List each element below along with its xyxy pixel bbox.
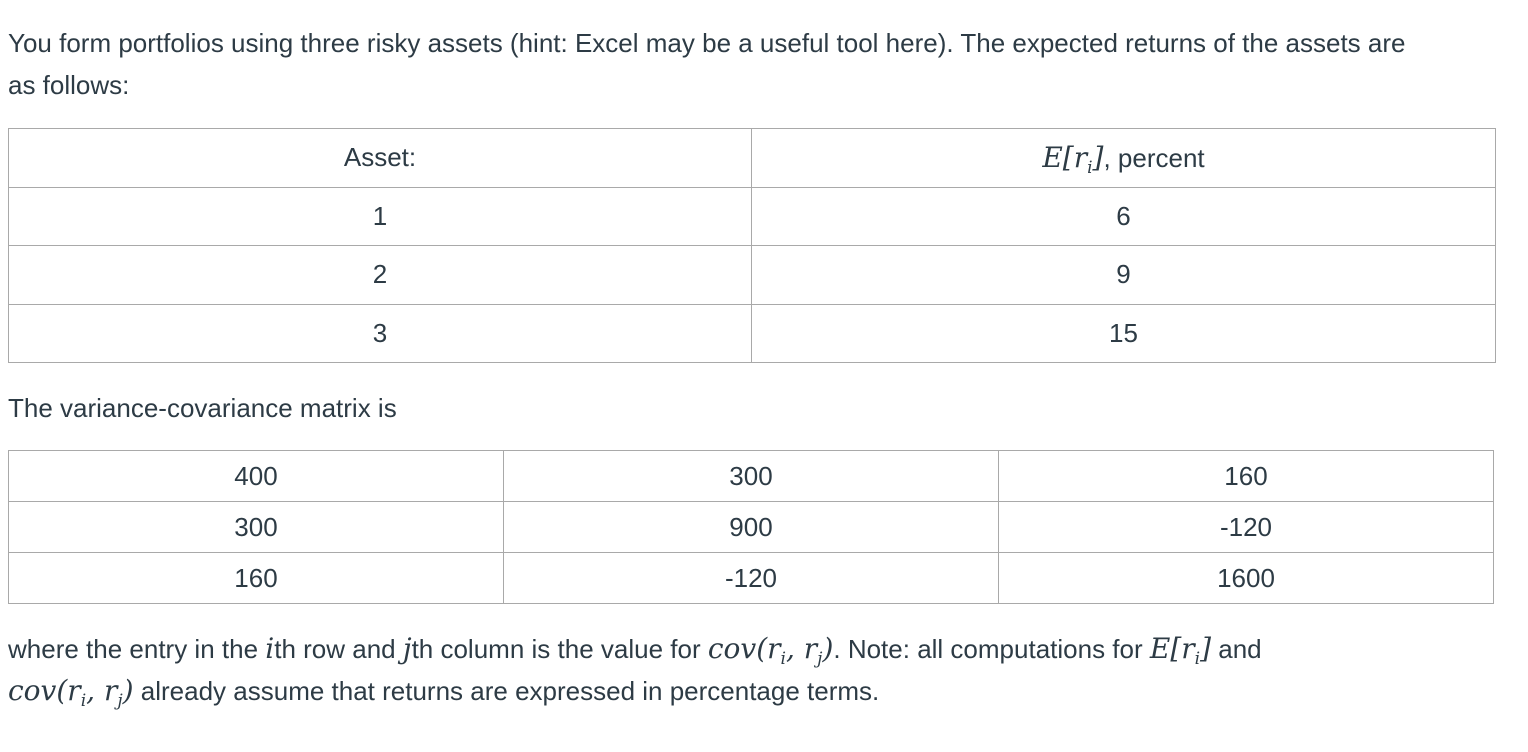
asset-column-header: Asset:: [8, 128, 752, 188]
return-subscript: j: [817, 649, 823, 669]
intro-line-2: as follows:: [8, 70, 130, 100]
expected-return-formula: E[ri]: [1149, 632, 1212, 669]
return-subscript: i: [1087, 158, 1093, 179]
math-i: i: [265, 632, 275, 665]
covariance-intro-text: The variance-covariance matrix is: [8, 393, 397, 423]
expected-return-cell: 6: [751, 186, 1496, 246]
return-subscript: i: [780, 649, 786, 669]
note-text: already assume that returns are expresse…: [133, 676, 880, 706]
matrix-cell: -120: [503, 552, 999, 604]
asset-cell: 1: [8, 186, 752, 246]
asset-cell: 2: [8, 245, 752, 305]
table-row: 2 9: [8, 245, 1496, 305]
table-row: 1 6: [8, 186, 1496, 246]
return-subscript: i: [1194, 649, 1201, 669]
table-header-row: Asset: E[ri], percent: [8, 128, 1496, 188]
note-text: where the entry in the: [8, 634, 266, 664]
note-text: . Note: all computations for: [833, 634, 1150, 664]
table-row: 160 -120 1600: [8, 552, 1494, 604]
expected-return-cell: 15: [751, 303, 1496, 363]
intro-paragraph: You form portfolios using three risky as…: [8, 22, 1406, 106]
intro-line-1: You form portfolios using three risky as…: [8, 28, 1406, 58]
covariance-formula: cov(ri, rj): [8, 674, 134, 711]
matrix-cell: 300: [8, 501, 504, 553]
table-row: 3 15: [8, 303, 1496, 363]
table-row: 300 900 -120: [8, 501, 1494, 553]
matrix-cell: 1600: [998, 552, 1494, 604]
cov-symbol: cov: [707, 632, 757, 665]
return-variable: r: [767, 632, 781, 665]
matrix-cell: 160: [8, 552, 504, 604]
return-variable: r: [103, 674, 118, 707]
matrix-cell: 400: [8, 450, 504, 502]
expected-return-column-header: E[ri], percent: [751, 128, 1496, 188]
return-variable: r: [67, 674, 81, 707]
return-variable: r: [1073, 141, 1088, 175]
note-text: th row and: [274, 634, 403, 664]
matrix-cell: -120: [998, 501, 1494, 553]
matrix-cell: 900: [503, 501, 999, 553]
covariance-matrix-table: 400 300 160 300 900 -120 160 -120 1600: [8, 450, 1494, 604]
note-text: th column is the value for: [411, 634, 708, 664]
return-variable: r: [1181, 632, 1195, 665]
expected-return-formula: E[ri]: [1042, 141, 1104, 179]
matrix-cell: 160: [998, 450, 1494, 502]
matrix-cell: 300: [503, 450, 999, 502]
expectation-symbol: E: [1042, 141, 1063, 175]
math-j: j: [402, 632, 412, 665]
table-row: 400 300 160: [8, 450, 1494, 502]
return-subscript: j: [117, 691, 123, 711]
expected-return-cell: 9: [751, 245, 1496, 305]
return-variable: r: [803, 632, 818, 665]
asset-cell: 3: [8, 303, 752, 363]
expectation-symbol: E: [1149, 632, 1171, 665]
note-paragraph: where the entry in the ith row and jth c…: [8, 628, 1262, 712]
expected-returns-table: Asset: E[ri], percent 1 6 2 9 3 15: [8, 128, 1496, 363]
covariance-formula: cov(ri, rj): [707, 632, 834, 669]
note-text: and: [1211, 634, 1262, 664]
expected-return-unit: , percent: [1103, 143, 1205, 174]
return-subscript: i: [80, 691, 87, 711]
cov-symbol: cov: [8, 674, 57, 707]
